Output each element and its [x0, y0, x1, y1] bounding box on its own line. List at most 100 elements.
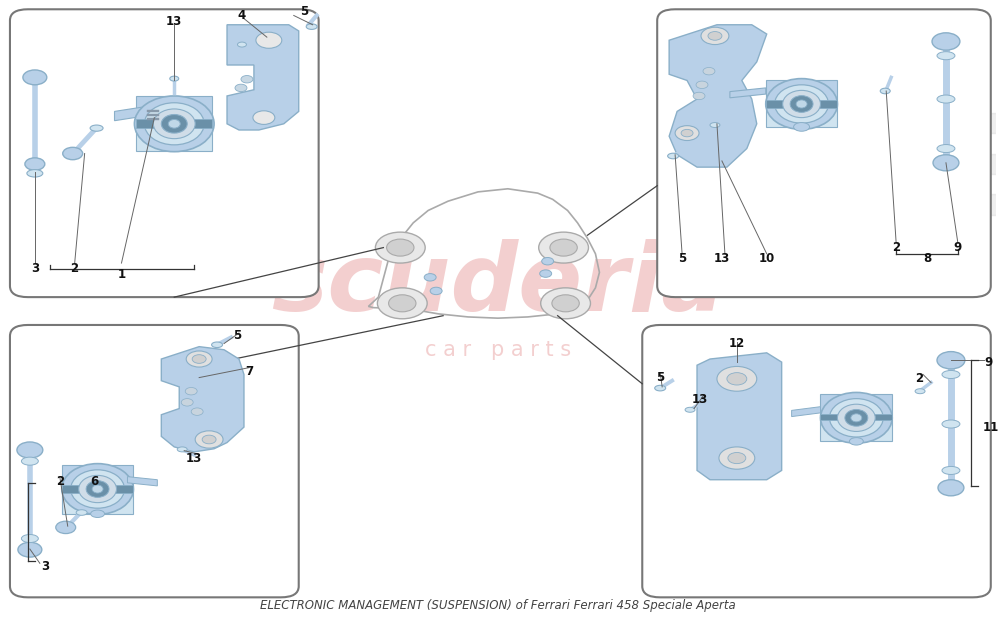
Circle shape	[23, 70, 47, 85]
Polygon shape	[820, 414, 892, 420]
Ellipse shape	[845, 410, 868, 426]
Text: 5: 5	[656, 371, 664, 384]
Text: 9: 9	[954, 241, 962, 254]
Text: 5: 5	[678, 252, 686, 266]
Circle shape	[424, 274, 436, 281]
Polygon shape	[136, 123, 212, 151]
FancyBboxPatch shape	[10, 9, 319, 297]
Polygon shape	[227, 25, 299, 130]
Bar	[911, 154, 944, 174]
Ellipse shape	[90, 125, 103, 131]
Circle shape	[932, 33, 960, 50]
Circle shape	[933, 155, 959, 171]
Polygon shape	[820, 417, 892, 441]
Ellipse shape	[91, 510, 105, 517]
Bar	[944, 133, 977, 154]
Ellipse shape	[212, 342, 223, 348]
Polygon shape	[669, 25, 767, 167]
Polygon shape	[115, 105, 154, 121]
Polygon shape	[136, 119, 212, 128]
Bar	[780, 194, 813, 215]
Bar	[813, 133, 845, 154]
Polygon shape	[62, 465, 133, 490]
Text: 3: 3	[31, 262, 39, 275]
FancyBboxPatch shape	[10, 325, 299, 597]
Bar	[911, 194, 944, 215]
Ellipse shape	[27, 170, 43, 177]
Ellipse shape	[942, 467, 960, 475]
Ellipse shape	[942, 420, 960, 428]
Ellipse shape	[915, 389, 925, 394]
Bar	[977, 154, 1000, 174]
Ellipse shape	[92, 485, 103, 493]
Circle shape	[550, 239, 577, 256]
Text: scuderia: scuderia	[271, 239, 725, 331]
Text: 2: 2	[915, 372, 923, 386]
Ellipse shape	[153, 109, 195, 139]
Circle shape	[241, 76, 253, 83]
Ellipse shape	[161, 115, 187, 133]
Ellipse shape	[62, 464, 133, 514]
Circle shape	[25, 158, 45, 170]
Text: 7: 7	[245, 365, 253, 378]
Text: 13: 13	[166, 15, 182, 28]
Ellipse shape	[790, 96, 813, 113]
Ellipse shape	[937, 95, 955, 103]
Circle shape	[727, 373, 747, 385]
Bar	[147, 118, 159, 120]
Circle shape	[552, 295, 579, 312]
Bar	[747, 133, 780, 154]
Ellipse shape	[880, 89, 890, 94]
Polygon shape	[730, 88, 766, 98]
Bar	[878, 174, 911, 194]
Circle shape	[17, 442, 43, 458]
Circle shape	[728, 452, 746, 464]
Text: 13: 13	[714, 252, 730, 266]
Polygon shape	[766, 80, 837, 105]
Text: 2: 2	[71, 262, 79, 275]
Bar	[147, 114, 159, 116]
Text: 4: 4	[238, 9, 246, 22]
Circle shape	[540, 270, 552, 277]
Circle shape	[703, 67, 715, 75]
Ellipse shape	[829, 399, 883, 437]
Text: 5: 5	[300, 4, 308, 18]
Circle shape	[708, 32, 722, 40]
Circle shape	[937, 352, 965, 369]
Bar	[845, 113, 878, 133]
Circle shape	[389, 295, 416, 312]
Polygon shape	[766, 103, 837, 127]
Circle shape	[191, 408, 203, 415]
Circle shape	[377, 288, 427, 319]
Circle shape	[253, 111, 275, 124]
Ellipse shape	[655, 385, 666, 391]
Circle shape	[430, 287, 442, 295]
Text: 13: 13	[692, 392, 708, 406]
Text: 12: 12	[729, 337, 745, 350]
Polygon shape	[62, 488, 133, 514]
Circle shape	[681, 129, 693, 137]
Ellipse shape	[71, 470, 124, 508]
Bar	[878, 215, 911, 235]
Bar	[813, 215, 845, 235]
Polygon shape	[136, 96, 212, 125]
Circle shape	[235, 84, 247, 92]
Bar	[845, 154, 878, 174]
Circle shape	[375, 232, 425, 263]
Circle shape	[717, 366, 757, 391]
Polygon shape	[697, 353, 782, 480]
Text: 11: 11	[983, 420, 999, 434]
Ellipse shape	[685, 407, 695, 412]
Circle shape	[719, 447, 755, 469]
Circle shape	[675, 126, 699, 141]
Circle shape	[938, 480, 964, 496]
Polygon shape	[766, 100, 837, 108]
Bar	[845, 194, 878, 215]
Circle shape	[56, 521, 76, 534]
Ellipse shape	[170, 76, 179, 81]
Circle shape	[539, 232, 588, 263]
FancyBboxPatch shape	[657, 9, 991, 297]
Circle shape	[387, 239, 414, 256]
Ellipse shape	[851, 413, 862, 422]
Circle shape	[256, 32, 282, 48]
